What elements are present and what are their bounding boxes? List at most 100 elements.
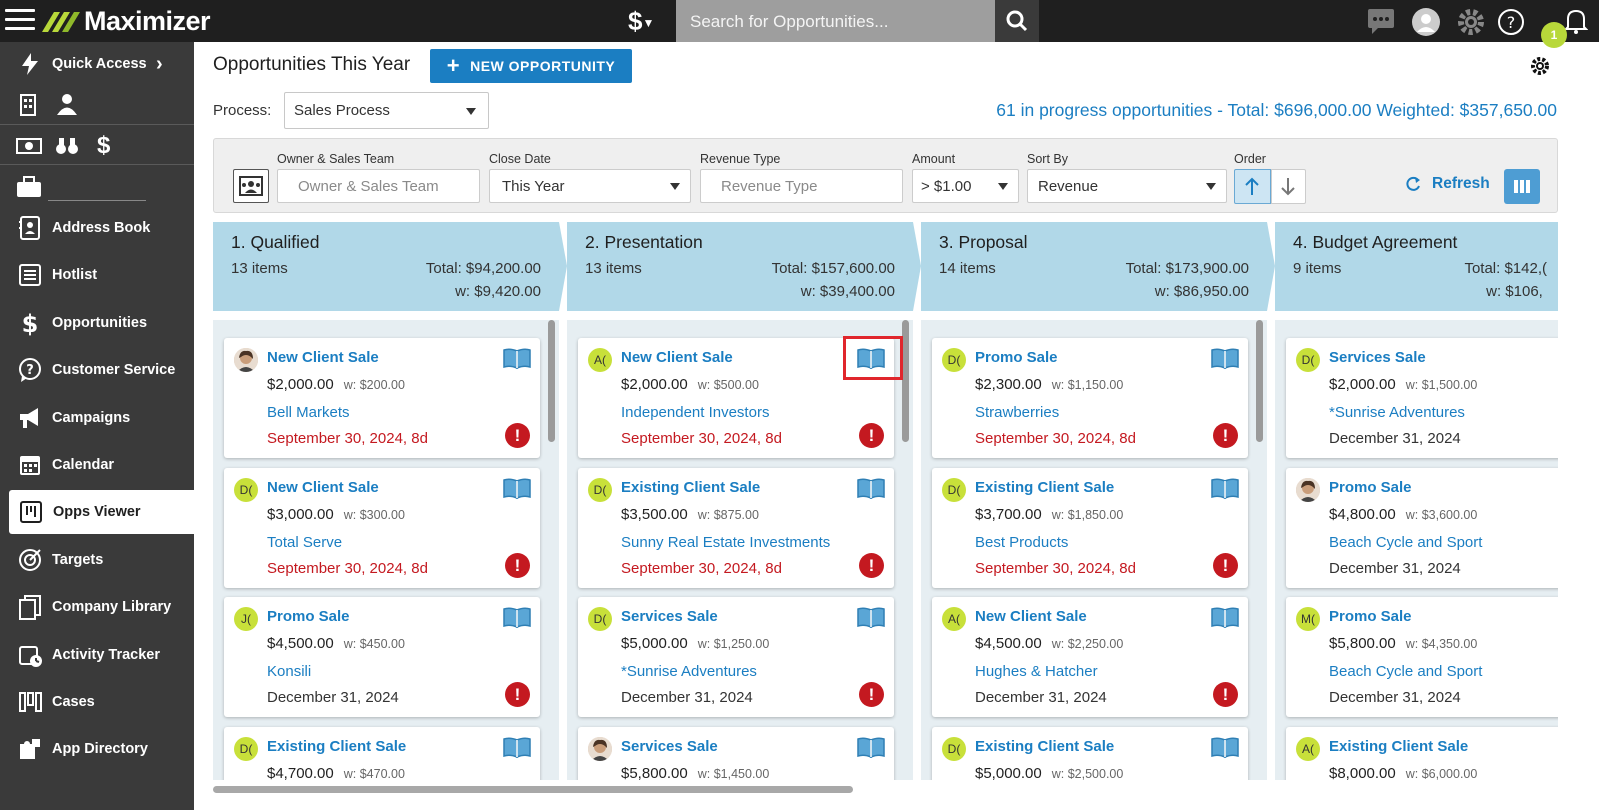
opportunity-title[interactable]: Promo Sale bbox=[267, 608, 350, 625]
owner-filter-input[interactable]: Owner & Sales Team bbox=[277, 169, 480, 203]
board-view-toggle[interactable] bbox=[1504, 169, 1540, 204]
cash-icon[interactable] bbox=[16, 136, 42, 156]
opportunity-title[interactable]: Existing Client Sale bbox=[267, 738, 407, 755]
opportunity-card[interactable]: D(Existing Client Sale $3,500.00 w: $875.0… bbox=[578, 468, 894, 588]
opportunity-card[interactable]: D(Services Sale $2,000.00 w: $1,500.00 *Sun… bbox=[1286, 338, 1558, 458]
notification-badge[interactable]: 1 bbox=[1541, 22, 1567, 48]
open-book-icon[interactable] bbox=[1211, 347, 1239, 369]
sidebar-item-address-book[interactable]: Address Book bbox=[0, 206, 194, 250]
company-link[interactable]: Strawberries bbox=[975, 404, 1060, 421]
briefcase-icon[interactable] bbox=[16, 176, 42, 198]
open-book-icon[interactable] bbox=[1211, 736, 1239, 758]
opportunity-title[interactable]: Services Sale bbox=[1329, 349, 1426, 366]
opportunity-title[interactable]: Existing Client Sale bbox=[975, 738, 1115, 755]
board-settings-gear-icon[interactable] bbox=[1530, 56, 1550, 76]
sidebar-item-app-directory[interactable]: App Directory bbox=[0, 727, 194, 771]
company-link[interactable]: Independent Investors bbox=[621, 404, 770, 421]
order-descending-button[interactable] bbox=[1271, 169, 1306, 204]
close-date-select[interactable]: This Year bbox=[489, 169, 691, 203]
opportunity-title[interactable]: Promo Sale bbox=[1329, 608, 1412, 625]
currency-menu[interactable]: $▼ bbox=[628, 6, 654, 37]
opportunity-card[interactable]: D(Existing Client Sale $3,700.00 w: $1,850… bbox=[932, 468, 1248, 588]
company-link[interactable]: *Sunrise Adventures bbox=[621, 663, 757, 680]
sidebar-item-campaigns[interactable]: Campaigns bbox=[0, 396, 194, 440]
menu-icon[interactable] bbox=[5, 9, 35, 33]
binoculars-icon[interactable] bbox=[54, 135, 80, 157]
sidebar-item-calendar[interactable]: Calendar bbox=[0, 443, 194, 487]
dollar-icon[interactable]: $ bbox=[97, 132, 111, 159]
opportunity-card[interactable]: J(Promo Sale $4,500.00 w: $450.00 Konsili De… bbox=[224, 597, 540, 717]
company-link[interactable]: *Sunrise Adventures bbox=[1329, 404, 1465, 421]
person-icon[interactable] bbox=[56, 92, 78, 116]
user-avatar-icon[interactable] bbox=[1411, 7, 1441, 37]
search-button[interactable] bbox=[995, 0, 1039, 42]
sidebar-item-targets[interactable]: Targets bbox=[0, 538, 194, 582]
opportunity-card[interactable]: A(Existing Client Sale $8,000.00 w: $6,000… bbox=[1286, 727, 1558, 780]
opportunity-title[interactable]: Services Sale bbox=[621, 608, 718, 625]
opportunity-card[interactable]: D(New Client Sale $3,000.00 w: $300.00 Tota… bbox=[224, 468, 540, 588]
order-ascending-button[interactable] bbox=[1234, 169, 1271, 204]
open-book-icon[interactable] bbox=[857, 606, 885, 628]
open-book-icon[interactable] bbox=[503, 606, 531, 628]
opportunity-title[interactable]: Existing Client Sale bbox=[1329, 738, 1469, 755]
opportunity-title[interactable]: Existing Client Sale bbox=[621, 479, 761, 496]
sidebar-item-hotlist[interactable]: Hotlist bbox=[0, 253, 194, 297]
column-scrollbar[interactable] bbox=[548, 320, 555, 442]
company-link[interactable]: Hughes & Hatcher bbox=[975, 663, 1098, 680]
sidebar-item-customer-service[interactable]: ? Customer Service bbox=[0, 348, 194, 392]
open-book-icon[interactable] bbox=[857, 347, 885, 369]
sidebar-item-company-library[interactable]: Company Library bbox=[0, 585, 194, 629]
sidebar-item-activity-tracker[interactable]: Activity Tracker bbox=[0, 633, 194, 677]
opportunity-title[interactable]: New Client Sale bbox=[975, 608, 1087, 625]
opportunity-card[interactable]: D(Services Sale $5,000.00 w: $1,250.00 *Sun… bbox=[578, 597, 894, 717]
open-book-icon[interactable] bbox=[857, 477, 885, 499]
opportunity-card[interactable]: New Client Sale $2,000.00 w: $200.00 Bell M… bbox=[224, 338, 540, 458]
open-book-icon[interactable] bbox=[503, 347, 531, 369]
open-book-icon[interactable] bbox=[857, 736, 885, 758]
opportunity-card[interactable]: A(New Client Sale $2,000.00 w: $500.00 Inde… bbox=[578, 336, 903, 458]
refresh-button[interactable]: Refresh bbox=[1404, 175, 1490, 193]
opportunity-title[interactable]: New Client Sale bbox=[267, 349, 379, 366]
search-input[interactable]: Search for Opportunities... bbox=[676, 0, 995, 42]
open-book-icon[interactable] bbox=[1211, 477, 1239, 499]
opportunity-card[interactable]: Services Sale $5,800.00 w: $1,450.00 bbox=[578, 727, 894, 780]
opportunity-title[interactable]: Promo Sale bbox=[975, 349, 1058, 366]
open-book-icon[interactable] bbox=[1211, 606, 1239, 628]
building-icon[interactable] bbox=[18, 94, 38, 116]
column-scrollbar[interactable] bbox=[902, 320, 909, 442]
sidebar-quick-access[interactable]: Quick Access › bbox=[0, 42, 194, 86]
opportunity-title[interactable]: New Client Sale bbox=[621, 349, 733, 366]
open-book-icon[interactable] bbox=[503, 477, 531, 499]
owner-team-picker-icon[interactable] bbox=[233, 169, 269, 203]
company-link[interactable]: Beach Cycle and Sport bbox=[1329, 534, 1483, 551]
company-link[interactable]: Total Serve bbox=[267, 534, 343, 551]
opportunity-card[interactable]: D(Existing Client Sale $5,000.00 w: $2,500… bbox=[932, 727, 1248, 780]
process-select[interactable]: Sales Process bbox=[284, 92, 489, 129]
horizontal-scrollbar[interactable] bbox=[213, 786, 853, 793]
opportunity-title[interactable]: New Client Sale bbox=[267, 479, 379, 496]
column-scrollbar[interactable] bbox=[1256, 320, 1263, 442]
opportunity-card[interactable]: Promo Sale $4,800.00 w: $3,600.00 Beach Cyc… bbox=[1286, 468, 1558, 588]
revenue-type-input[interactable]: Revenue Type bbox=[700, 169, 903, 203]
company-link[interactable]: Sunny Real Estate Investments bbox=[621, 534, 831, 551]
sidebar-item-opps-viewer[interactable]: Opps Viewer bbox=[9, 490, 194, 534]
help-icon[interactable]: ? bbox=[1496, 7, 1526, 37]
sidebar-item-opportunities[interactable]: $ Opportunities bbox=[0, 301, 194, 345]
open-book-icon[interactable] bbox=[503, 736, 531, 758]
new-opportunity-button[interactable]: + NEW OPPORTUNITY bbox=[430, 49, 632, 83]
opportunity-title[interactable]: Promo Sale bbox=[1329, 479, 1412, 496]
settings-gear-icon[interactable] bbox=[1456, 7, 1486, 37]
logo[interactable]: Maximizer bbox=[40, 4, 211, 38]
company-link[interactable]: Best Products bbox=[975, 534, 1069, 551]
company-link[interactable]: Konsili bbox=[267, 663, 312, 680]
sort-by-select[interactable]: Revenue bbox=[1027, 169, 1227, 203]
opportunity-title[interactable]: Services Sale bbox=[621, 738, 718, 755]
sidebar-item-cases[interactable]: Cases bbox=[0, 680, 194, 724]
opportunity-card[interactable]: A(New Client Sale $4,500.00 w: $2,250.00 Hu… bbox=[932, 597, 1248, 717]
notification-bell-icon[interactable] bbox=[1564, 7, 1588, 35]
amount-select[interactable]: > $1.00 bbox=[912, 169, 1019, 203]
company-link[interactable]: Bell Markets bbox=[267, 404, 350, 421]
opportunity-card[interactable]: D(Existing Client Sale $4,700.00 w: $470.0… bbox=[224, 727, 540, 780]
opportunity-card[interactable]: M(Promo Sale $5,800.00 w: $4,350.00 Beach C… bbox=[1286, 597, 1558, 717]
chat-icon[interactable] bbox=[1366, 7, 1396, 35]
